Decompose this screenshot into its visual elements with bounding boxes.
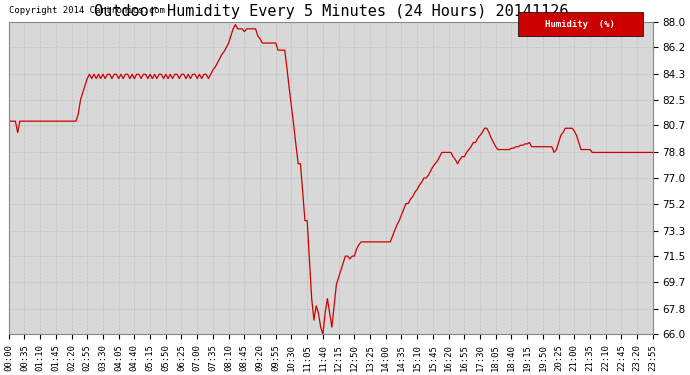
FancyBboxPatch shape bbox=[518, 12, 643, 36]
Text: Humidity  (%): Humidity (%) bbox=[546, 20, 615, 28]
Title: Outdoor Humidity Every 5 Minutes (24 Hours) 20141126: Outdoor Humidity Every 5 Minutes (24 Hou… bbox=[94, 4, 568, 19]
Text: Copyright 2014 Cartronics.com: Copyright 2014 Cartronics.com bbox=[9, 6, 164, 15]
